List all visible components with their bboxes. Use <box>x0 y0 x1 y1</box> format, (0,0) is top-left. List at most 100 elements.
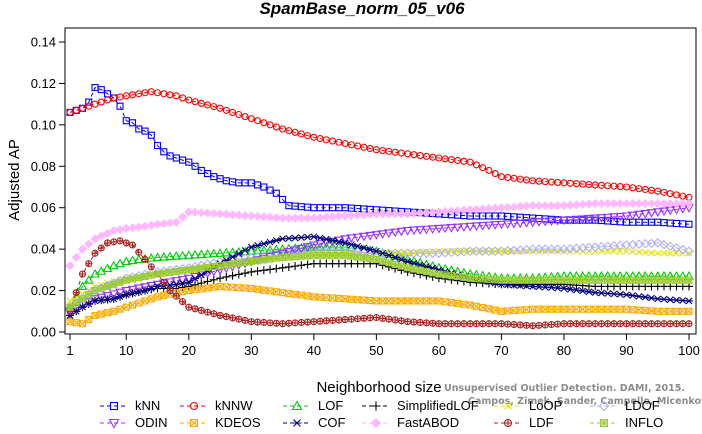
point-odin <box>296 244 307 254</box>
point-odin <box>465 222 476 232</box>
point-fastabod <box>378 209 388 219</box>
point-lof <box>177 250 188 260</box>
point-simplifiedlof <box>203 277 212 286</box>
point-knnw <box>78 104 87 112</box>
point-inflo <box>360 254 368 262</box>
point-inflo <box>454 272 462 281</box>
point-inflo <box>91 287 99 295</box>
point-ldof <box>484 246 494 256</box>
point-inflo <box>335 251 343 259</box>
point-ldof <box>534 244 544 254</box>
point-odin <box>602 213 613 223</box>
legend-marker-lof <box>291 400 303 411</box>
legend-marker-kdeos <box>189 418 199 428</box>
point-ldf <box>329 316 337 324</box>
point-ldf <box>135 248 143 256</box>
point-odin <box>640 209 651 219</box>
point-ldf <box>347 315 355 323</box>
point-knn <box>266 186 274 194</box>
point-kdeos <box>116 305 124 313</box>
point-ldof <box>490 246 500 256</box>
point-odin <box>458 223 469 232</box>
point-inflo <box>529 276 537 284</box>
x-tick-label: 60 <box>432 343 446 358</box>
point-knnw <box>485 166 493 174</box>
point-ldf <box>672 320 681 328</box>
point-inflo <box>291 253 299 261</box>
point-loop <box>616 247 624 255</box>
point-cof <box>341 239 350 247</box>
point-inflo <box>641 276 649 284</box>
legend-label-knn: kNN <box>135 398 160 413</box>
point-cof <box>116 293 125 301</box>
point-fastabod <box>209 208 219 219</box>
point-knnw <box>491 169 499 178</box>
point-inflo <box>372 255 380 264</box>
point-knn <box>685 220 693 228</box>
point-odin <box>527 218 538 228</box>
point-odin <box>590 214 601 224</box>
watermark-line-1: Unsupervised Outlier Detection. DAMI, 20… <box>444 383 685 394</box>
point-ldf <box>235 315 243 323</box>
point-kdeos <box>128 301 137 309</box>
point-knn <box>160 148 168 156</box>
legend-label-odin: ODIN <box>135 415 168 430</box>
point-inflo <box>216 262 224 270</box>
point-cof <box>134 288 143 296</box>
legend-item-loop: LoOP <box>494 398 562 413</box>
point-ldf <box>497 320 505 328</box>
point-inflo <box>141 272 149 281</box>
x-axis: 1 10 20 30 40 50 60 70 80 90 100 <box>66 334 700 358</box>
point-cof <box>409 259 418 267</box>
y-tick-label: 0.02 <box>31 283 56 298</box>
point-inflo <box>404 264 412 272</box>
point-ldof <box>540 244 550 254</box>
point-knnw <box>235 110 243 119</box>
point-odin <box>577 215 588 225</box>
point-simplifiedlof <box>191 280 200 289</box>
point-loop <box>660 249 668 257</box>
point-inflo <box>416 266 424 274</box>
point-cof <box>316 234 325 242</box>
point-cof <box>347 241 356 248</box>
point-inflo <box>566 276 574 284</box>
point-odin <box>533 218 544 227</box>
point-knnw <box>191 98 199 106</box>
point-ldf <box>529 322 537 330</box>
point-odin <box>515 219 526 229</box>
point-cof <box>584 288 593 296</box>
point-lof <box>171 251 182 260</box>
point-kdeos <box>122 303 130 311</box>
plot-frame <box>64 27 697 335</box>
point-ldf <box>91 249 99 257</box>
point-fastabod <box>665 199 675 209</box>
point-cof <box>566 285 575 293</box>
point-inflo <box>616 276 624 284</box>
point-inflo <box>347 252 355 260</box>
point-odin <box>621 212 632 222</box>
point-knn <box>191 162 199 170</box>
point-inflo <box>85 291 93 299</box>
point-inflo <box>516 276 524 284</box>
point-ldof <box>409 248 419 259</box>
point-knnw <box>172 92 180 100</box>
point-simplifiedlof <box>184 282 193 291</box>
point-cof <box>78 303 87 311</box>
point-fastabod <box>546 201 557 211</box>
point-inflo <box>522 276 530 284</box>
point-ldf <box>85 260 93 268</box>
point-ldf <box>372 314 380 321</box>
point-odin <box>371 231 382 240</box>
point-ldf <box>422 319 430 327</box>
point-fastabod <box>296 213 306 223</box>
point-lof <box>208 248 219 258</box>
point-lof <box>265 244 276 254</box>
point-simplifiedlof <box>303 260 312 269</box>
point-loop <box>604 247 612 255</box>
point-loop <box>685 249 693 257</box>
point-ldf <box>116 237 124 245</box>
point-knnw <box>291 128 299 136</box>
point-knnw <box>279 125 287 133</box>
point-lof <box>252 245 263 255</box>
